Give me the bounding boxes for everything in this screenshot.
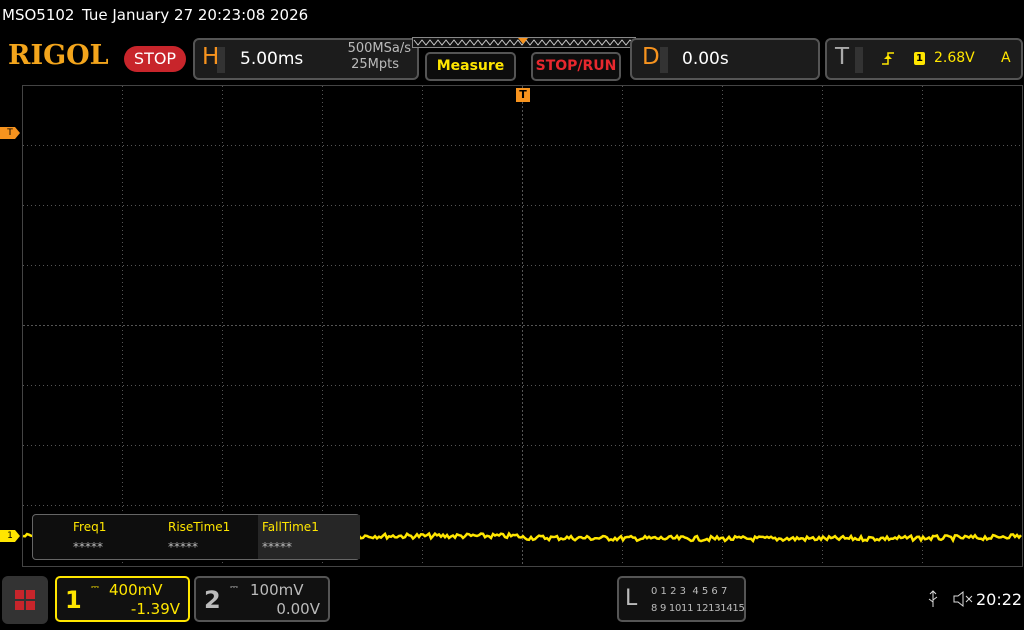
logic-panel[interactable]: L 0 1 2 3 4 5 6 7 8 9 1011 12131415 [617, 576, 746, 622]
channel-offset: 0.00V [276, 600, 320, 618]
measurement-name: FallTime1 [262, 520, 319, 534]
separator [217, 47, 225, 73]
measurement-panel[interactable]: Freq1 ***** RiseTime1 ***** FallTime1 ***** [32, 514, 360, 560]
measurement-value: ***** [73, 540, 103, 554]
delay-panel[interactable]: D 0.00s [630, 38, 820, 80]
trigger-mode: A [1001, 50, 1011, 66]
measurement-value: ***** [168, 540, 198, 554]
measurement-name: Freq1 [73, 520, 107, 534]
channel-scale: 400mV [109, 581, 163, 599]
trigger-panel[interactable]: T 1 2.68V A [825, 38, 1023, 80]
clock: 20:22 [976, 590, 1023, 609]
separator [855, 47, 863, 73]
run-state[interactable]: STOP [124, 46, 186, 72]
trigger-position-bar [412, 37, 636, 48]
waveform-area [22, 85, 1023, 567]
measurement-value: ***** [262, 540, 292, 554]
sample-rate: 500MSa/s [347, 41, 411, 56]
horizontal-label: H [202, 44, 220, 70]
timebase: 5.00ms [240, 49, 304, 69]
memory-depth: 25Mpts [351, 57, 399, 72]
channel-1-marker: 1 [0, 530, 20, 542]
coupling-icon: ⎓ [91, 582, 99, 593]
channel-1-panel[interactable]: 1 ⎓ 400mV -1.39V [55, 576, 190, 622]
coupling-icon: ⎓ [230, 582, 238, 593]
trigger-label: T [835, 44, 850, 70]
trigger-level-marker: T [0, 127, 20, 139]
trigger-position-marker: T [516, 88, 530, 102]
channel-number: 1 [65, 586, 82, 614]
brand: RIGOL [8, 40, 109, 71]
channel-offset: -1.39V [130, 600, 180, 618]
logic-label: L [625, 586, 638, 611]
model: MSO5102 [2, 6, 75, 24]
logic-channels-low: 0 1 2 3 4 5 6 7 [651, 586, 728, 597]
logic-channels-high: 8 9 1011 12131415 [651, 603, 745, 614]
datetime: Tue January 27 20:23:08 2026 [82, 6, 309, 24]
trigger-source: 1 [914, 52, 925, 65]
separator [660, 47, 668, 73]
selected-cell [258, 515, 360, 559]
channel-scale: 100mV [250, 581, 304, 599]
delay-label: D [642, 44, 660, 70]
measure-button[interactable]: Measure [425, 52, 516, 81]
menu-button[interactable] [2, 576, 48, 624]
stop-run-button[interactable]: STOP/RUN [531, 52, 621, 81]
measurement-name: RiseTime1 [168, 520, 231, 534]
horizontal-panel[interactable]: H 5.00ms 500MSa/s 25Mpts [193, 38, 419, 80]
channel-number: 2 [204, 586, 221, 614]
status-icons [928, 590, 973, 608]
edge-icon [882, 52, 894, 65]
trigger-level: 2.68V [934, 50, 975, 66]
delay-value: 0.00s [682, 49, 729, 69]
graticule-border [22, 85, 1023, 567]
channel-2-panel[interactable]: 2 ⎓ 100mV 0.00V [194, 576, 330, 622]
